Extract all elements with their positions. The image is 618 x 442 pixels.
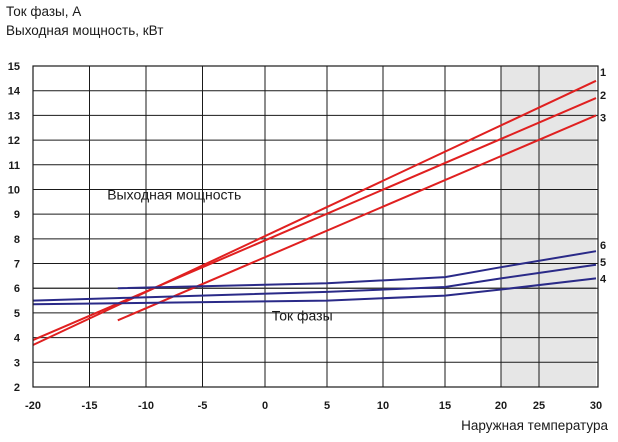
y-tick-label: 15 bbox=[8, 61, 20, 73]
curve-power-1 bbox=[32, 79, 597, 346]
x-tick-label: -15 bbox=[82, 400, 98, 412]
x-tick-label: -5 bbox=[198, 400, 208, 412]
plot-frame bbox=[32, 65, 599, 388]
curve-number-1: 1 bbox=[600, 67, 606, 79]
y-tick-label: 12 bbox=[8, 135, 20, 147]
x-tick-label: -10 bbox=[138, 400, 154, 412]
y-tick-label: 7 bbox=[14, 259, 20, 271]
y-tick-label: 3 bbox=[14, 357, 20, 369]
y-tick-label: 8 bbox=[14, 234, 20, 246]
curve-power-2 bbox=[32, 97, 597, 342]
y-tick-label: 14 bbox=[8, 86, 21, 98]
y-tick-label: 2 bbox=[14, 382, 20, 394]
curve-number-2: 2 bbox=[600, 90, 606, 102]
curve-current-4 bbox=[32, 277, 597, 306]
y-tick-label: 10 bbox=[8, 184, 20, 196]
x-tick-label: 15 bbox=[439, 400, 451, 412]
x-tick-label: 20 bbox=[495, 400, 507, 412]
y-tick-label: 13 bbox=[8, 110, 20, 122]
curve-current-6 bbox=[117, 250, 597, 290]
y-tick-label: 9 bbox=[14, 209, 20, 221]
x-tick-label: 25 bbox=[533, 400, 545, 412]
y-axis-label-line-1: Ток фазы, А bbox=[6, 4, 82, 19]
curve-number-6: 6 bbox=[600, 240, 606, 252]
x-tick-label: 5 bbox=[324, 400, 330, 412]
x-tick-label: 0 bbox=[262, 400, 268, 412]
curve-number-5: 5 bbox=[600, 257, 606, 269]
annotation-output-power: Выходная мощность bbox=[107, 186, 241, 202]
curve-number-3: 3 bbox=[600, 112, 606, 124]
x-axis-label: Наружная температура bbox=[461, 418, 608, 433]
y-tick-label: 4 bbox=[14, 333, 21, 345]
y-tick-label: 6 bbox=[14, 283, 20, 295]
annotation-phase-current: Ток фазы bbox=[272, 307, 333, 323]
y-tick-label: 11 bbox=[8, 160, 20, 172]
curve-current-5 bbox=[32, 263, 597, 302]
curve-number-4: 4 bbox=[600, 273, 607, 285]
y-tick-label: 5 bbox=[14, 308, 20, 320]
x-tick-label: 10 bbox=[377, 400, 389, 412]
x-tick-label: 30 bbox=[590, 400, 602, 412]
shaded-region bbox=[501, 66, 596, 387]
x-tick-label: -20 bbox=[25, 400, 41, 412]
y-axis-label-line-2: Выходная мощность, кВт bbox=[6, 23, 164, 38]
